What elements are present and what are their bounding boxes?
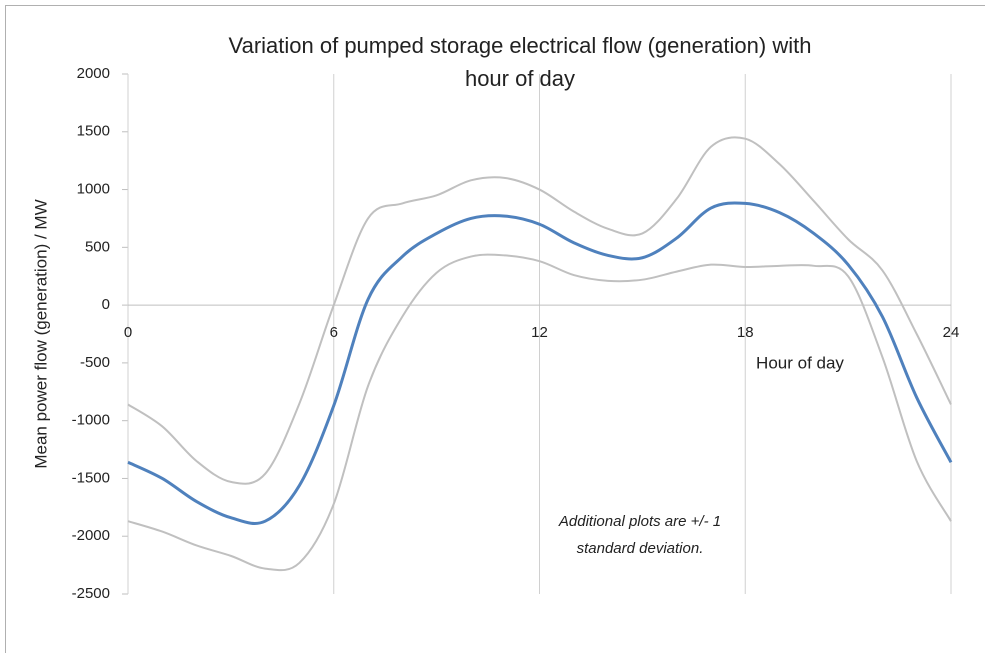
annotation: Additional plots are +/- 1 <box>558 513 721 530</box>
x-tick-label: 0 <box>124 324 132 341</box>
y-tick-label: 1000 <box>77 181 110 198</box>
chart-title: Variation of pumped storage electrical f… <box>229 33 812 58</box>
y-tick-label: -2500 <box>72 585 110 602</box>
y-tick-label: -1500 <box>72 469 110 486</box>
x-tick-label: 6 <box>330 324 338 341</box>
x-tick-label: 18 <box>737 324 754 341</box>
x-tick-label: 12 <box>531 324 548 341</box>
x-axis-label: Hour of day <box>756 353 844 372</box>
y-tick-label: -1000 <box>72 412 110 429</box>
x-tick-label: 24 <box>943 324 960 341</box>
annotation: standard deviation. <box>577 540 704 557</box>
y-tick-label: 0 <box>102 296 110 313</box>
y-tick-label: -500 <box>80 354 110 371</box>
series-line <box>127 253 952 572</box>
chart-title: hour of day <box>465 66 575 91</box>
y-tick-label: -2000 <box>72 527 110 544</box>
y-tick-label: 2000 <box>77 65 110 82</box>
y-axis-label: Mean power flow (generation) / MW <box>31 199 50 468</box>
y-tick-label: 1500 <box>77 123 110 140</box>
y-tick-label: 500 <box>85 238 110 255</box>
chart-frame <box>5 5 985 653</box>
series-line <box>127 201 953 525</box>
series-line <box>127 136 952 485</box>
